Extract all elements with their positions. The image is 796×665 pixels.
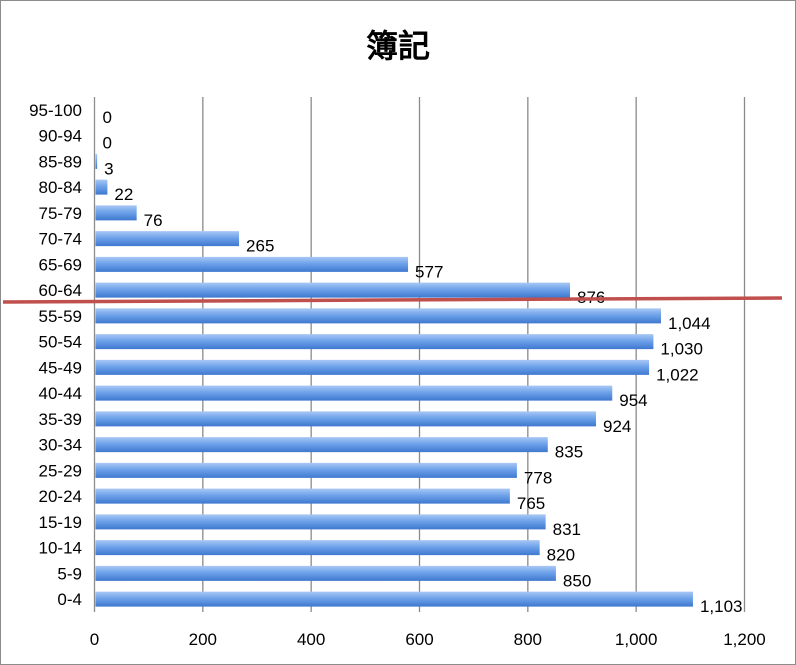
data-label: 577	[415, 262, 443, 281]
data-label: 1,044	[668, 314, 711, 333]
bar-40-44	[95, 385, 613, 401]
category-label: 45-49	[39, 358, 82, 377]
data-label: 0	[103, 134, 112, 153]
bar-55-59	[95, 308, 661, 324]
x-tick-label: 0	[90, 630, 99, 649]
bar-50-54	[95, 334, 654, 350]
chart-title: 簿記	[366, 28, 430, 64]
category-label: 30-34	[39, 436, 82, 455]
category-label: 40-44	[39, 384, 82, 403]
data-label: 76	[144, 211, 163, 230]
category-label: 5-9	[57, 564, 82, 583]
category-label: 35-39	[39, 410, 82, 429]
bar-60-64	[95, 282, 570, 298]
bar-35-39	[95, 411, 596, 427]
data-label: 820	[547, 546, 575, 565]
bar-65-69	[95, 256, 409, 272]
data-label: 778	[524, 468, 552, 487]
bar-25-29	[95, 462, 517, 478]
data-label: 835	[555, 443, 583, 462]
bar-75-79	[95, 205, 137, 221]
category-label: 25-29	[39, 461, 82, 480]
bar-80-84	[95, 179, 108, 195]
x-tick-label: 800	[514, 630, 542, 649]
data-label: 1,103	[700, 597, 743, 616]
x-tick-label: 400	[297, 630, 325, 649]
bar-70-74	[95, 231, 240, 247]
data-label: 1,030	[660, 340, 703, 359]
category-label: 50-54	[39, 333, 82, 352]
category-label: 90-94	[39, 127, 82, 146]
category-label: 60-64	[39, 281, 82, 300]
bar-0-4	[95, 591, 693, 607]
bar-30-34	[95, 437, 548, 453]
data-label: 831	[553, 520, 581, 539]
bar-15-19	[95, 514, 546, 530]
category-label: 15-19	[39, 513, 82, 532]
data-label: 765	[517, 494, 545, 513]
category-label: 0-4	[57, 590, 82, 609]
data-label: 22	[114, 185, 133, 204]
x-tick-label: 1,000	[615, 630, 658, 649]
category-label: 65-69	[39, 255, 82, 274]
bar-85-89	[95, 153, 98, 169]
bar-20-24	[95, 488, 510, 504]
data-label: 850	[563, 571, 591, 590]
bar-5-9	[95, 565, 556, 581]
data-label: 0	[103, 108, 112, 127]
category-label: 75-79	[39, 204, 82, 223]
threshold-red-line	[2, 296, 783, 304]
bar-10-14	[95, 540, 540, 556]
data-label: 924	[603, 417, 631, 436]
x-tick-label: 1,200	[723, 630, 766, 649]
bar-45-49	[95, 359, 650, 375]
data-label: 1,022	[656, 365, 699, 384]
category-label: 70-74	[39, 230, 82, 249]
data-label: 265	[246, 237, 274, 256]
data-label: 954	[619, 391, 647, 410]
category-label: 95-100	[29, 101, 82, 120]
data-label: 3	[104, 159, 113, 178]
category-label: 80-84	[39, 178, 82, 197]
category-label: 10-14	[39, 539, 82, 558]
category-label: 85-89	[39, 152, 82, 171]
x-tick-label: 200	[189, 630, 217, 649]
x-tick-label: 600	[405, 630, 433, 649]
category-label: 55-59	[39, 307, 82, 326]
category-label: 20-24	[39, 487, 82, 506]
